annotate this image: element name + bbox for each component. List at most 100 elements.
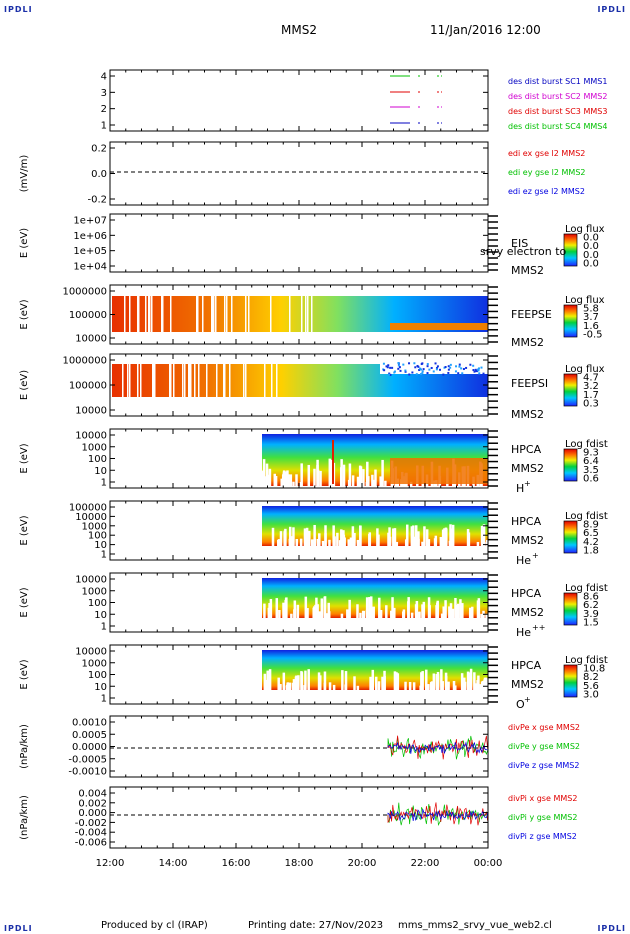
hpca-gap bbox=[444, 527, 448, 547]
feepsi-point bbox=[449, 366, 452, 369]
hpca-gap bbox=[449, 524, 452, 547]
divp-trace-2 bbox=[387, 735, 488, 760]
hpca-gap bbox=[340, 613, 344, 619]
corner-label-top-left: IPDLI bbox=[4, 5, 33, 14]
hpca-gap bbox=[307, 464, 311, 487]
hpca-gap bbox=[402, 611, 405, 619]
burst-dot bbox=[418, 122, 420, 124]
hpca-gap bbox=[436, 602, 439, 619]
data-gap bbox=[122, 364, 124, 397]
data-gap bbox=[229, 364, 231, 397]
y-axis-label: E (eV) bbox=[19, 299, 30, 329]
data-gap bbox=[245, 364, 247, 397]
hpca-gap bbox=[289, 474, 293, 487]
hpca-gap bbox=[268, 669, 272, 691]
feepsi-point bbox=[411, 371, 414, 374]
feepsi-point bbox=[461, 372, 464, 375]
hpca-gap bbox=[274, 475, 278, 487]
species-charge: + bbox=[532, 551, 539, 560]
hpca-gap bbox=[341, 670, 344, 691]
y-axis-label: (mV/m) bbox=[19, 155, 30, 193]
colorbar-tick-label: 0.0 bbox=[583, 233, 599, 244]
hpca-gap bbox=[349, 537, 353, 547]
y-tick-label: 100 bbox=[88, 598, 107, 609]
species-charge: + bbox=[524, 479, 531, 488]
hpca-gap bbox=[410, 612, 414, 619]
data-gap bbox=[305, 292, 307, 332]
colorbar-tick-label: 3.2 bbox=[583, 381, 599, 392]
hpca-gap bbox=[299, 538, 303, 547]
divp-trace-2 bbox=[387, 802, 488, 826]
feepsi-point bbox=[388, 372, 391, 375]
hpca-gap bbox=[414, 525, 418, 547]
hpca-gap bbox=[415, 600, 419, 619]
y-tick-label: 10000 bbox=[75, 575, 107, 586]
hpca-gap bbox=[268, 468, 272, 487]
legend-entry: divPe y gse MMS2 bbox=[508, 742, 580, 751]
hpca-gap bbox=[439, 536, 443, 547]
hpca-gap bbox=[330, 472, 333, 487]
colorbar-title: Log flux bbox=[565, 295, 605, 306]
data-gap bbox=[231, 292, 233, 332]
hpca-gap bbox=[378, 597, 381, 619]
hpca-gap bbox=[406, 524, 409, 547]
hpca-gap bbox=[356, 685, 360, 691]
data-gap bbox=[271, 364, 273, 397]
data-gap bbox=[170, 364, 172, 397]
feepsi-point bbox=[447, 365, 450, 368]
instrument-label: HPCA bbox=[511, 443, 542, 456]
hpca-gap bbox=[427, 539, 431, 547]
colorbar-tick-label: 1.5 bbox=[583, 618, 599, 629]
y-tick-label: -0.2 bbox=[87, 195, 107, 206]
hpca-gap bbox=[387, 532, 390, 547]
feepsi-point bbox=[449, 363, 452, 366]
legend-entry: divPi z gse MMS2 bbox=[508, 832, 577, 841]
hpca-gap bbox=[423, 526, 426, 547]
instrument-label: FEEPSE bbox=[511, 308, 552, 321]
legend-entry: edi ez gse l2 MMS2 bbox=[508, 187, 585, 196]
hpca-gap bbox=[269, 599, 273, 619]
hpca-gap bbox=[368, 597, 371, 619]
hpca-gap bbox=[318, 611, 321, 619]
colorbar-tick-label: 4.7 bbox=[583, 373, 599, 384]
data-gap bbox=[124, 292, 126, 332]
hpca-gap bbox=[408, 681, 412, 691]
feepsi-point bbox=[404, 370, 407, 373]
colorbar-tick-label: 1.6 bbox=[583, 321, 599, 332]
data-gap bbox=[151, 292, 153, 332]
hpca-gap bbox=[435, 674, 439, 691]
y-tick-label: 0.004 bbox=[78, 789, 107, 800]
hpca-gap bbox=[455, 604, 459, 619]
spacecraft-title: MMS2 bbox=[281, 23, 317, 37]
hpca-gap bbox=[280, 478, 283, 487]
hpca-gap bbox=[304, 670, 307, 691]
hpca-gap bbox=[444, 600, 447, 619]
x-tick-label: 22:00 bbox=[411, 858, 440, 869]
hpca-gap bbox=[325, 613, 328, 619]
panel-frame bbox=[109, 69, 489, 132]
spacecraft-label: MMS2 bbox=[511, 408, 544, 421]
hpca-gap bbox=[429, 682, 433, 691]
hpca-gap bbox=[486, 678, 489, 691]
feepsi-point bbox=[420, 373, 423, 376]
feepsi-point bbox=[476, 370, 479, 373]
feepsi-point bbox=[482, 372, 485, 375]
instrument-label: FEEPSI bbox=[511, 377, 548, 390]
hpca-gap bbox=[295, 474, 298, 487]
feepsi-point bbox=[443, 366, 446, 369]
hpca-gap bbox=[265, 463, 269, 487]
data-gap bbox=[311, 292, 313, 332]
hpca-gap bbox=[356, 604, 359, 619]
hpca-gap bbox=[432, 673, 436, 691]
hpca-gap bbox=[371, 474, 374, 487]
hpca-gap bbox=[391, 597, 394, 619]
hpca-gap bbox=[395, 541, 399, 547]
data-gap bbox=[138, 292, 140, 332]
burst-dot bbox=[441, 75, 442, 77]
data-gap bbox=[182, 364, 184, 397]
hpca-gap bbox=[393, 607, 396, 619]
hpca-gap bbox=[369, 676, 372, 691]
hpca-gap bbox=[351, 537, 355, 547]
hpca-gap bbox=[277, 677, 280, 691]
spacecraft-label: MMS2 bbox=[511, 462, 544, 475]
